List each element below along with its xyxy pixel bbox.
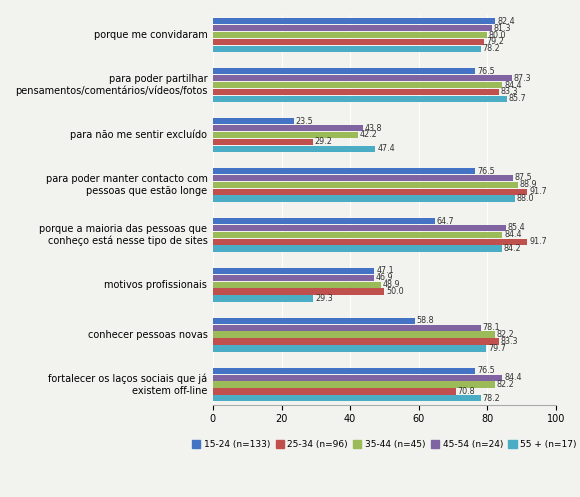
Text: 84.4: 84.4 — [504, 230, 521, 239]
Bar — [213, 395, 481, 402]
Bar — [213, 318, 415, 324]
Text: 78.2: 78.2 — [483, 394, 501, 403]
Bar — [213, 239, 527, 245]
Text: 47.1: 47.1 — [376, 266, 394, 275]
Text: 78.2: 78.2 — [483, 44, 501, 53]
Bar — [213, 246, 502, 251]
Bar — [213, 75, 512, 82]
Bar — [213, 125, 363, 131]
Text: 58.8: 58.8 — [416, 317, 434, 326]
Bar — [213, 68, 475, 75]
Bar — [213, 282, 380, 288]
Bar — [213, 146, 375, 152]
Text: 83.3: 83.3 — [501, 337, 518, 346]
Bar — [213, 32, 487, 38]
Text: 29.3: 29.3 — [315, 294, 333, 303]
Bar — [213, 188, 527, 195]
Bar — [213, 175, 513, 181]
Text: 76.5: 76.5 — [477, 366, 495, 375]
Text: 48.9: 48.9 — [382, 280, 400, 289]
Bar — [213, 225, 506, 231]
Bar — [213, 375, 502, 381]
Text: 42.2: 42.2 — [360, 130, 377, 140]
Bar — [213, 168, 475, 174]
Text: 64.7: 64.7 — [437, 217, 454, 226]
Text: 47.4: 47.4 — [377, 144, 395, 153]
Bar — [213, 195, 514, 202]
Text: 88.0: 88.0 — [516, 194, 534, 203]
Text: 82.4: 82.4 — [497, 17, 515, 26]
Text: 83.3: 83.3 — [501, 87, 518, 96]
Text: 85.4: 85.4 — [508, 224, 525, 233]
Text: 78.1: 78.1 — [483, 323, 500, 332]
Bar — [213, 232, 502, 238]
Bar — [213, 218, 435, 224]
Bar — [213, 268, 375, 274]
Text: 91.7: 91.7 — [529, 187, 547, 196]
Text: 79.2: 79.2 — [486, 37, 504, 47]
Text: 80.0: 80.0 — [489, 31, 506, 40]
Text: 23.5: 23.5 — [295, 117, 313, 126]
Bar — [213, 118, 293, 124]
Text: 91.7: 91.7 — [529, 237, 547, 246]
Text: 84.2: 84.2 — [503, 244, 521, 253]
Bar — [213, 368, 475, 374]
Text: 82.2: 82.2 — [496, 330, 514, 339]
Bar — [213, 338, 499, 345]
Text: 81.3: 81.3 — [494, 24, 511, 33]
Bar — [213, 46, 481, 52]
Bar — [213, 388, 456, 395]
Bar — [213, 139, 313, 145]
Bar — [213, 275, 374, 281]
Bar — [213, 39, 484, 45]
Text: 50.0: 50.0 — [386, 287, 404, 296]
Text: 88.9: 88.9 — [520, 180, 537, 189]
Bar — [213, 331, 495, 338]
Bar — [213, 288, 385, 295]
Bar — [213, 95, 507, 102]
Text: 84.4: 84.4 — [504, 373, 521, 382]
Text: 87.5: 87.5 — [514, 173, 532, 182]
Text: 87.3: 87.3 — [514, 74, 532, 83]
Text: 46.9: 46.9 — [375, 273, 393, 282]
Text: 43.8: 43.8 — [365, 124, 382, 133]
Text: 82.2: 82.2 — [496, 380, 514, 389]
Bar — [213, 82, 502, 88]
Text: 76.5: 76.5 — [477, 67, 495, 76]
Text: 84.4: 84.4 — [504, 81, 521, 89]
Text: 85.7: 85.7 — [509, 94, 526, 103]
Text: 79.7: 79.7 — [488, 344, 506, 353]
Bar — [213, 89, 499, 95]
Legend: 15-24 (n=133), 25-34 (n=96), 35-44 (n=45), 45-54 (n=24), 55 + (n=17): 15-24 (n=133), 25-34 (n=96), 35-44 (n=45… — [188, 436, 580, 453]
Bar — [213, 381, 495, 388]
Bar — [213, 345, 486, 351]
Bar — [213, 18, 495, 24]
Bar — [213, 325, 481, 331]
Text: 70.8: 70.8 — [458, 387, 475, 396]
Text: 76.5: 76.5 — [477, 166, 495, 175]
Bar — [213, 182, 518, 188]
Text: 29.2: 29.2 — [315, 137, 333, 146]
Bar — [213, 132, 358, 138]
Bar — [213, 295, 313, 302]
Bar — [213, 25, 492, 31]
